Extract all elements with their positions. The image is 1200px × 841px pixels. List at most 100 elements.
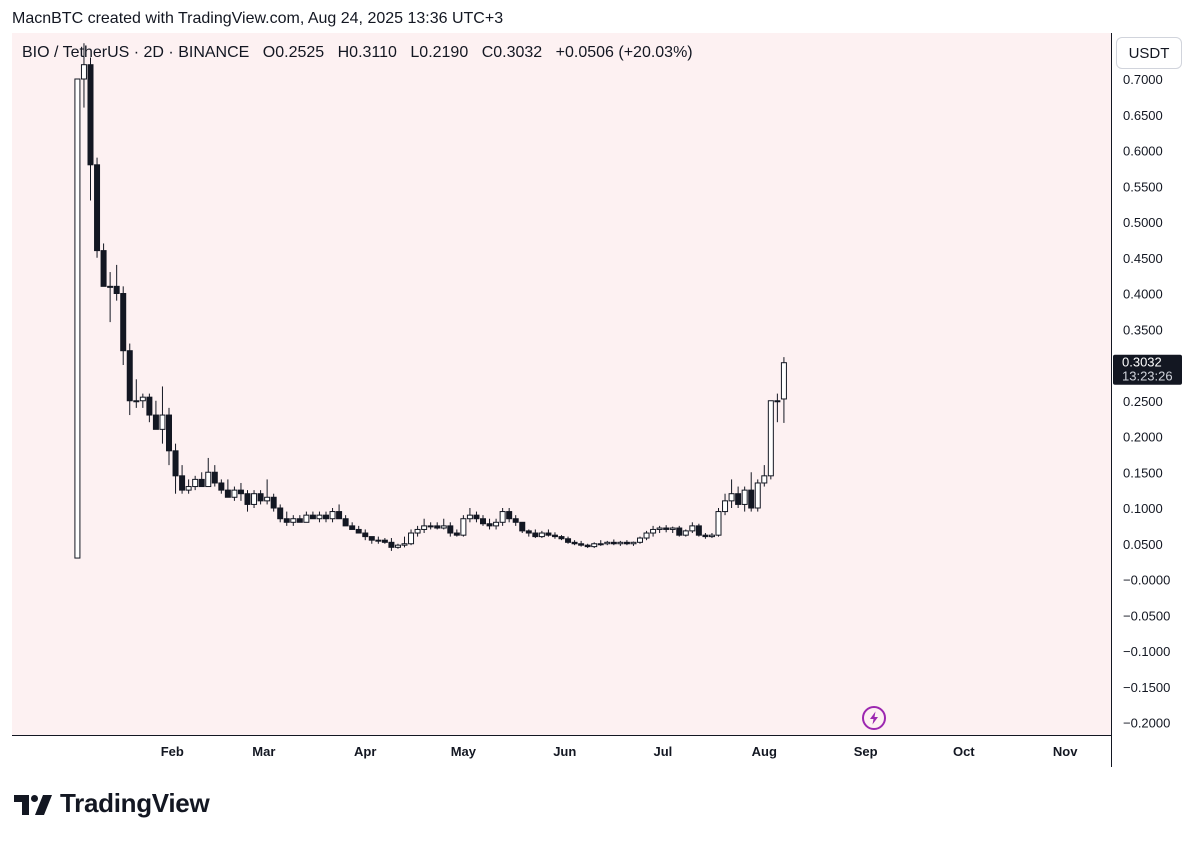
candle-body [408, 532, 415, 545]
candle-body [708, 534, 715, 538]
change-value: +0.0506 (+20.03%) [555, 44, 693, 61]
candlestick-chart[interactable]: 0.7000 0.6500 0.6000 0.5500 0.5000 0.4500 0.40… [12, 33, 1188, 767]
candle [100, 243, 107, 287]
candle-body [578, 543, 585, 546]
candle-body [205, 471, 212, 488]
candle [558, 535, 565, 541]
candle [94, 157, 101, 258]
candle-body [100, 250, 107, 287]
flash-icon[interactable] [862, 706, 886, 730]
candle-body [264, 496, 271, 502]
candle [179, 465, 186, 494]
candle-body [94, 164, 101, 252]
candle [434, 522, 441, 530]
candle-body [277, 507, 284, 520]
candle-body [741, 489, 748, 505]
candle [506, 508, 513, 523]
candle [545, 529, 552, 537]
candle-body [499, 511, 506, 523]
candle [722, 493, 729, 516]
candle-body [414, 528, 421, 534]
candle-body [630, 541, 637, 545]
candle-body [421, 525, 428, 530]
candle [355, 525, 362, 534]
candle [172, 443, 179, 494]
candle [375, 536, 382, 544]
candle [421, 518, 428, 534]
currency-button[interactable]: USDT [1116, 37, 1182, 69]
price-tick-label: 0.4500 [1123, 251, 1163, 266]
price-tick-label: −0.1000 [1123, 644, 1170, 659]
candle-body [597, 543, 604, 546]
attribution-text: MacnBTC created with TradingView.com, Au… [12, 10, 504, 27]
candle-body [309, 514, 316, 520]
candle [87, 57, 94, 201]
candle-body [303, 514, 310, 523]
candle-body [728, 493, 735, 502]
candle [551, 532, 558, 539]
brand-name: TradingView [60, 788, 210, 818]
candle [198, 472, 205, 488]
candle [623, 540, 630, 546]
price-axis-background [1111, 33, 1188, 767]
candle-body [506, 511, 513, 520]
candle [146, 393, 153, 423]
candle [676, 525, 683, 537]
candle-body [336, 511, 343, 520]
candle [565, 536, 572, 544]
candle-body [617, 541, 624, 545]
candle [702, 533, 709, 539]
candle [715, 508, 722, 537]
candle [323, 511, 329, 523]
candle [525, 529, 532, 537]
candle-body [623, 541, 630, 545]
candle [460, 515, 467, 537]
candle [113, 264, 120, 301]
open-value: O0.2525 [262, 44, 325, 61]
candle-body [761, 475, 768, 484]
candle [453, 529, 460, 537]
candle [290, 515, 297, 526]
tradingview-logo[interactable]: TradingView [14, 788, 210, 819]
candle [650, 525, 657, 537]
candle-body [257, 493, 264, 502]
candle [597, 540, 604, 546]
chart-area[interactable]: 0.7000 0.6500 0.6000 0.5500 0.5000 0.4500 0.40… [12, 33, 1188, 767]
time-tick-label: Mar [252, 744, 275, 759]
candle [466, 508, 473, 523]
candle-body [774, 400, 781, 403]
price-tick-label: 0.6500 [1123, 108, 1163, 123]
candle [440, 518, 447, 530]
candle-body [166, 414, 172, 452]
candle-body [650, 528, 657, 534]
time-tick-label: Jun [553, 744, 576, 759]
candle [617, 540, 624, 546]
candle [512, 515, 519, 526]
candle-body [453, 532, 460, 536]
candle [80, 43, 87, 108]
time-tick-label: Nov [1053, 744, 1078, 759]
candle-body [735, 493, 742, 505]
candle-body [388, 541, 395, 548]
candle-body [604, 541, 611, 545]
time-tick-label: Sep [854, 744, 878, 759]
symbol-label[interactable]: BIO / TetherUS · 2D · BINANCE [22, 44, 250, 61]
candle-body [460, 518, 467, 536]
candle [74, 78, 81, 559]
candle-body [486, 523, 493, 527]
price-tick-label: −0.2000 [1123, 716, 1170, 731]
candle-body [695, 525, 702, 536]
candle-body [610, 541, 617, 545]
candle-body [87, 64, 94, 166]
candle [780, 357, 787, 423]
candle [309, 511, 316, 520]
price-tick-label: 0.4000 [1123, 287, 1163, 302]
candle [728, 479, 735, 508]
candle [316, 511, 323, 523]
candle-body [381, 539, 388, 543]
candle-body [80, 64, 87, 80]
candle-body [218, 482, 225, 491]
candle [499, 508, 506, 526]
candle [493, 518, 500, 530]
candle-body [591, 543, 598, 548]
